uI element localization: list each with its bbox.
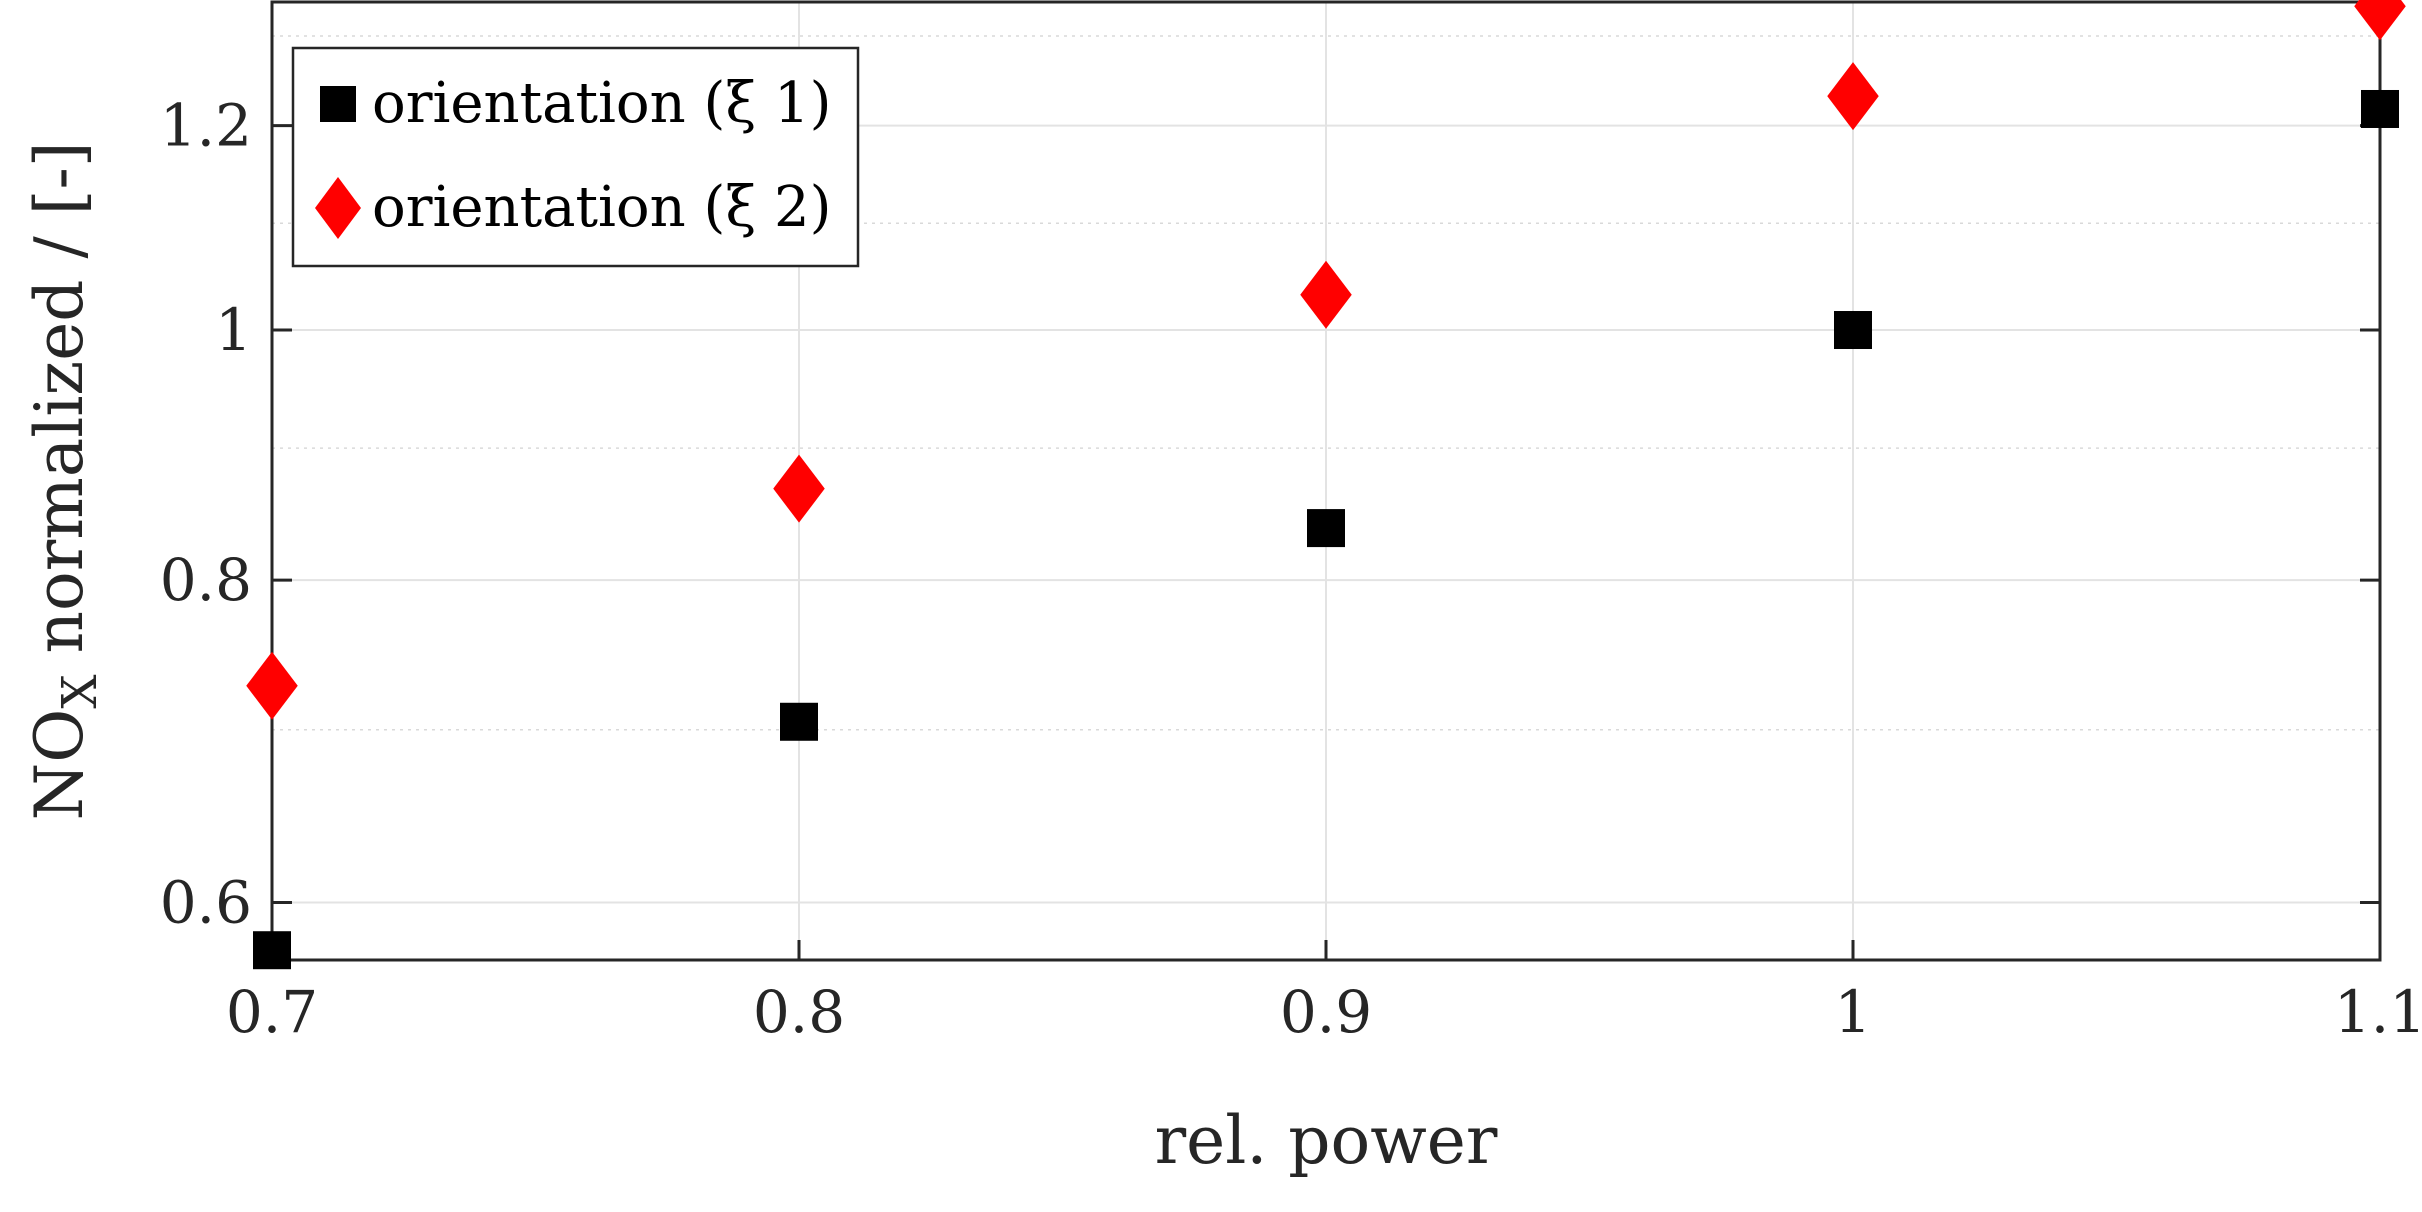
data-point-series-1 — [253, 931, 291, 970]
legend: orientation (ξ 1) orientation (ξ 2) — [291, 46, 860, 268]
data-point-series-1 — [780, 702, 818, 741]
x-tick-label: 1.1 — [2334, 978, 2422, 1046]
legend-label-series-1: orientation (ξ 1) — [372, 71, 831, 136]
legend-box — [291, 46, 860, 268]
data-point-series-2 — [1827, 62, 1879, 131]
data-point-series-2 — [2354, 0, 2406, 41]
x-tick-label: 1 — [1835, 978, 1872, 1046]
data-point-series-2 — [773, 454, 825, 523]
ticks: 0.6 0.8 1 1.2 0.7 0.8 0.9 1 1.1 — [160, 92, 2422, 1046]
x-tick-label: 0.9 — [1280, 978, 1372, 1046]
legend-marker-series-2 — [315, 177, 361, 239]
data-points — [246, 0, 2406, 970]
data-point-series-2 — [1300, 260, 1352, 329]
x-axis-title: rel. power — [1155, 1102, 1498, 1179]
x-tick-label: 0.7 — [226, 978, 318, 1046]
data-point-series-1 — [1307, 509, 1345, 548]
y-tick-label: 1.2 — [160, 92, 252, 160]
y-tick-label: 1 — [215, 296, 252, 364]
legend-marker-series-1 — [320, 86, 356, 122]
data-point-series-1 — [2361, 89, 2399, 128]
y-tick-label: 0.8 — [160, 546, 252, 614]
x-tick-label: 0.8 — [753, 978, 845, 1046]
data-point-series-1 — [1834, 311, 1872, 350]
legend-label-series-2: orientation (ξ 2) — [372, 175, 831, 240]
y-tick-label: 0.6 — [160, 869, 252, 937]
y-axis-title: NOX normalized / [-] — [21, 141, 108, 820]
data-point-series-2 — [246, 651, 298, 720]
